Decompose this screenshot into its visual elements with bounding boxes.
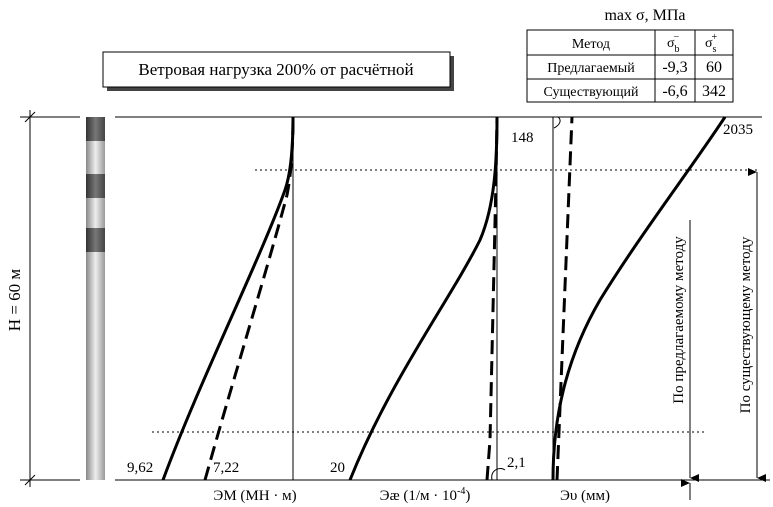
curve-proposed xyxy=(161,116,295,481)
arrow-label: По существующему методу xyxy=(738,236,754,413)
annotation: 7,22 xyxy=(213,460,239,476)
leader xyxy=(491,467,506,481)
label-sup: -4 xyxy=(457,486,465,497)
cell: 342 xyxy=(702,83,726,100)
annotation: 9,62 xyxy=(127,460,153,476)
sup: − xyxy=(674,32,680,43)
symbol: σ xyxy=(705,36,713,51)
cell: -9,3 xyxy=(662,59,687,76)
table: max σ, МПа Метод σb− σs+ Предлагаемый -9… xyxy=(526,7,734,103)
sub: b xyxy=(675,44,680,55)
tower xyxy=(86,117,105,480)
panel-label: Эæ (1/м · 10-4) xyxy=(380,486,471,504)
label-close: ) xyxy=(465,488,470,504)
curve-existing xyxy=(485,116,499,481)
curve-existing xyxy=(555,116,574,481)
panel-label: ЭM (MH · м) xyxy=(213,488,296,504)
height-dimension xyxy=(20,110,80,487)
leader xyxy=(553,116,561,129)
title-box xyxy=(102,51,451,88)
cell: Существующий xyxy=(543,85,639,100)
curve-existing xyxy=(203,116,295,481)
header-cell: Метод xyxy=(572,37,610,52)
curve-proposed xyxy=(348,116,499,481)
title: Ветровая нагрузка 200% от расчётной xyxy=(138,60,413,79)
symbol: σ xyxy=(667,36,675,51)
annotation: 20 xyxy=(330,460,345,476)
table-frame xyxy=(526,29,734,103)
annotation: 148 xyxy=(511,130,534,146)
sub: s xyxy=(713,44,717,55)
arrow-label: По предлагаемому методу xyxy=(671,236,687,404)
annotation: 2035 xyxy=(723,122,753,138)
label-text: Эæ (1/м · 10 xyxy=(380,488,457,504)
header-cell: σb− xyxy=(667,32,680,55)
cell: 60 xyxy=(706,59,722,76)
cell: Предлагаемый xyxy=(547,61,635,76)
curve-proposed xyxy=(551,116,727,481)
cell: -6,6 xyxy=(662,83,687,100)
sup: + xyxy=(711,32,717,43)
header-cell: σs+ xyxy=(705,32,717,55)
height-label: H = 60 м xyxy=(5,269,24,332)
panel-label: Эυ (мм) xyxy=(560,488,610,504)
table-caption: max σ, МПа xyxy=(604,7,685,24)
annotation: 2,1 xyxy=(507,455,526,471)
